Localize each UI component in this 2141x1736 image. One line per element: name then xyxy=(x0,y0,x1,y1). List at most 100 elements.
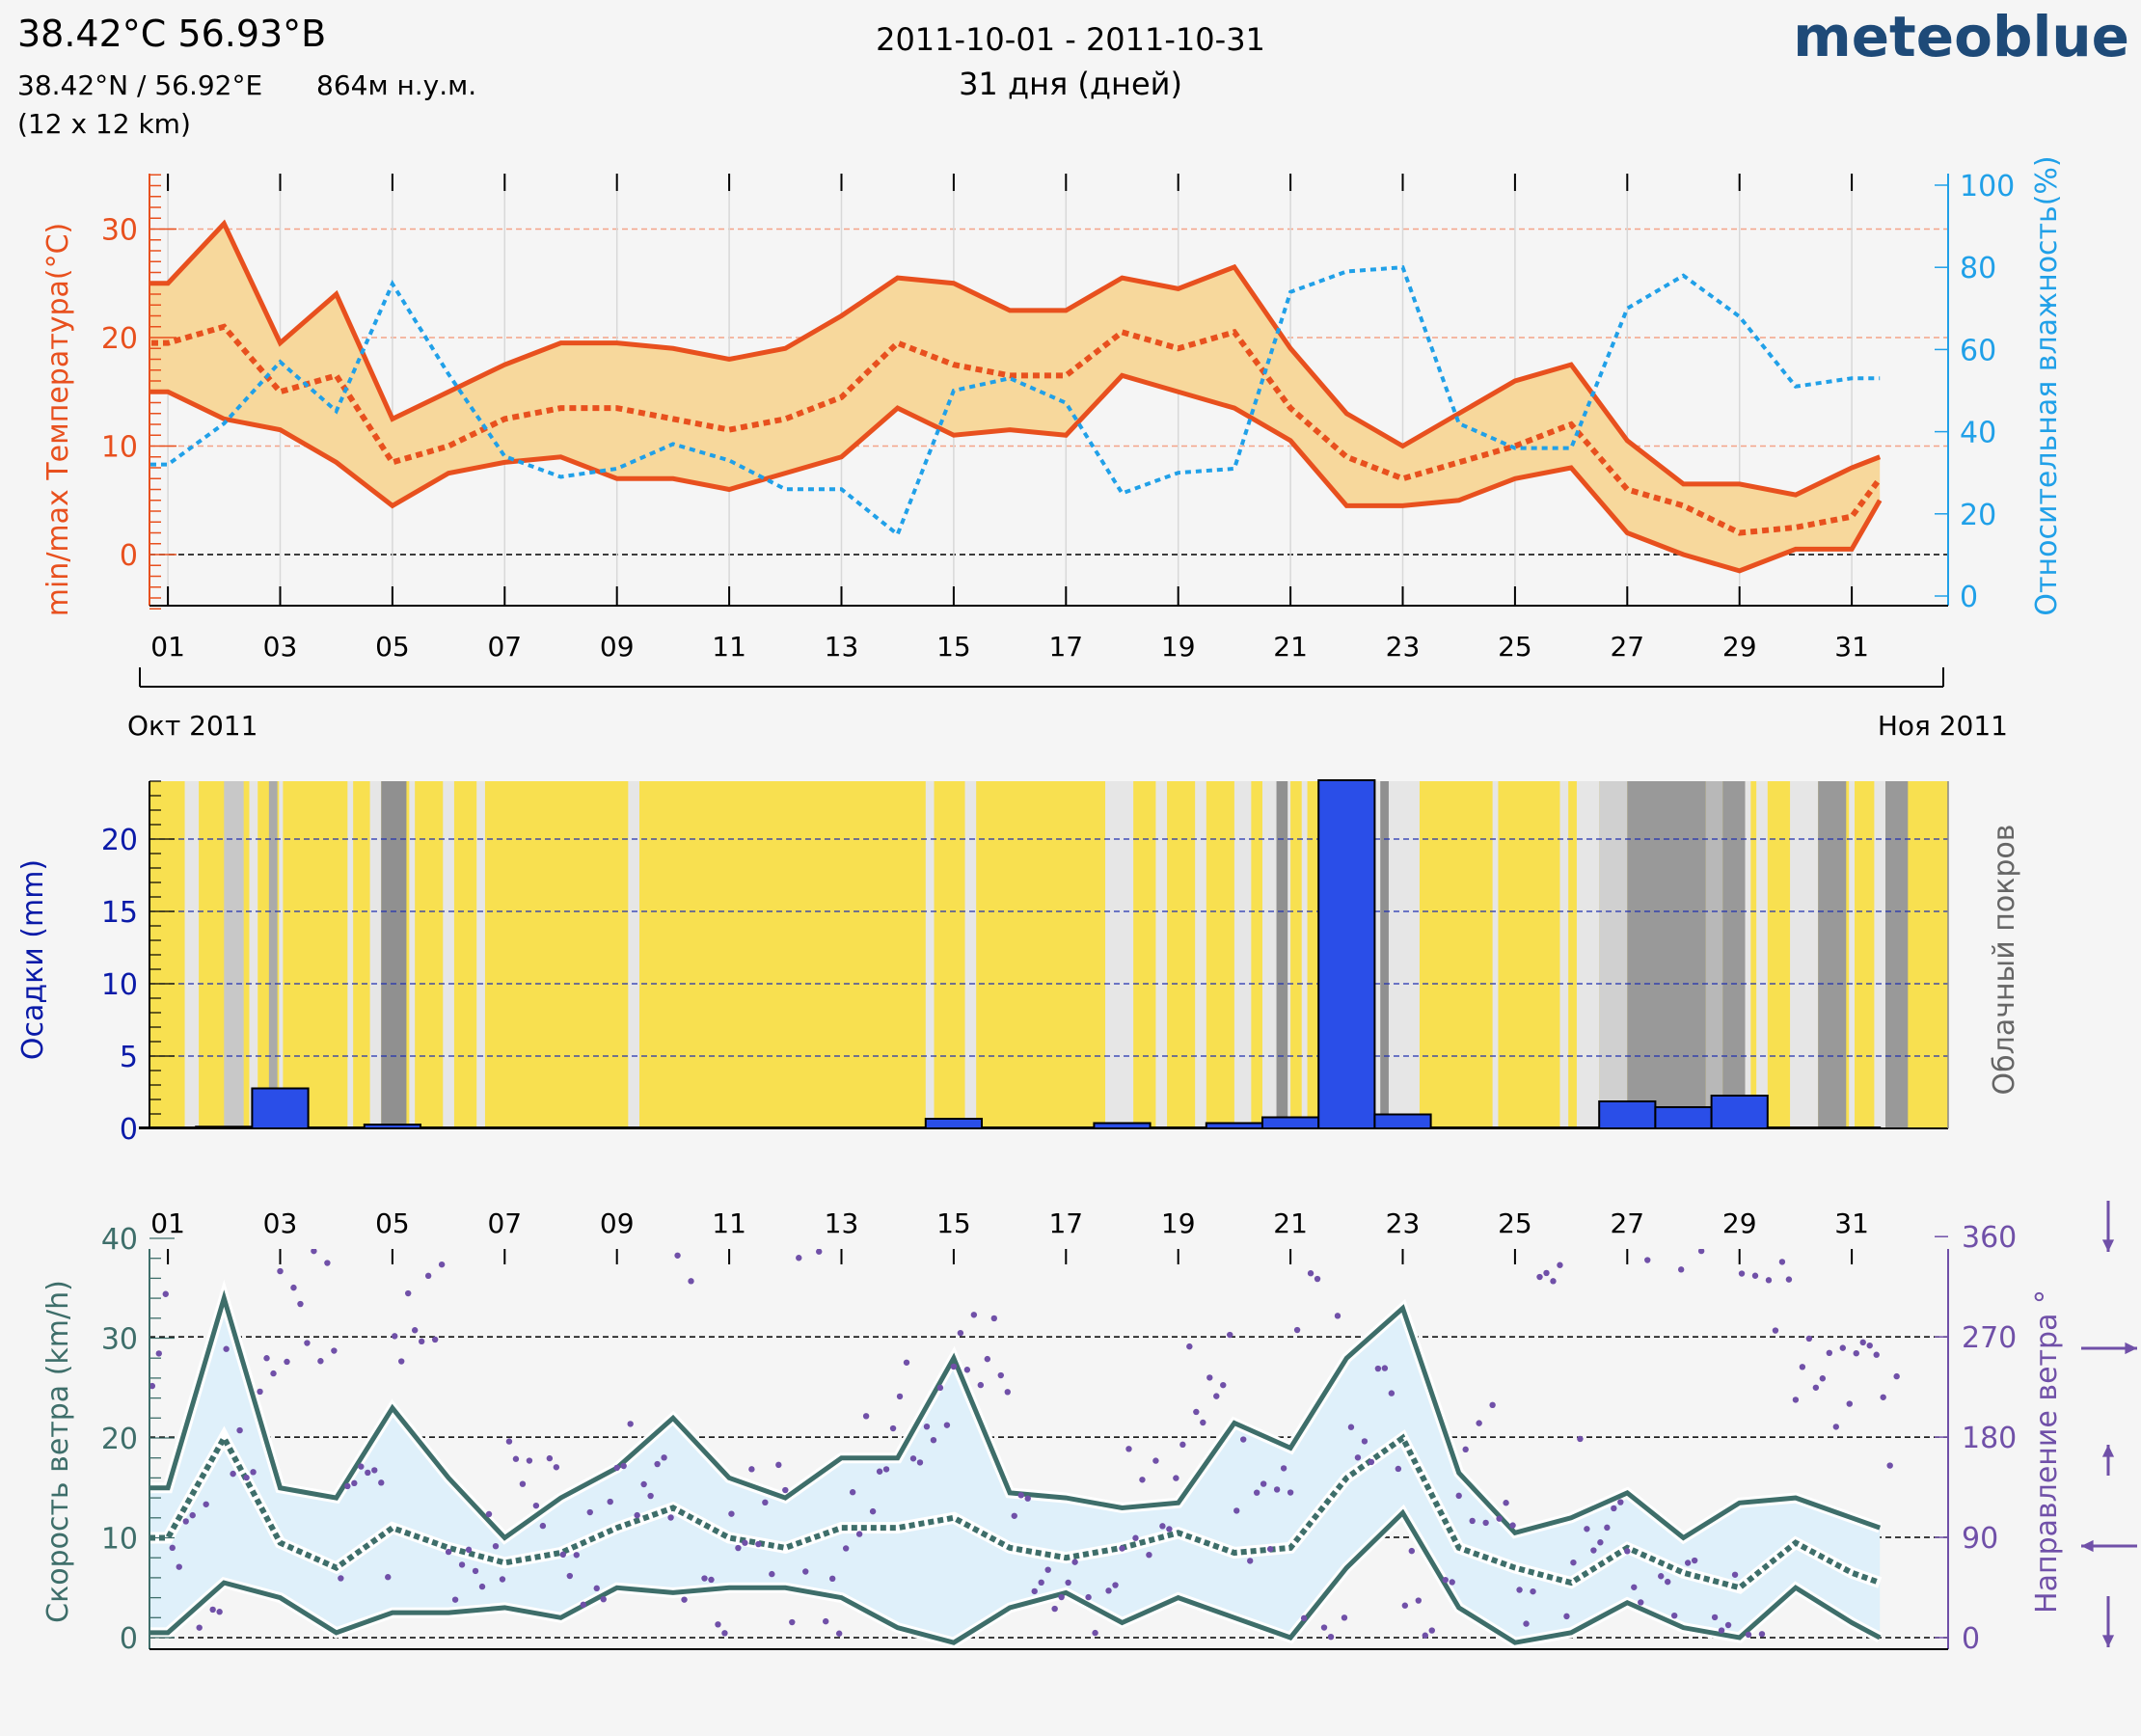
wind-direction-point xyxy=(1482,1519,1489,1527)
wind-direction-point xyxy=(769,1570,775,1578)
wind-direction-point xyxy=(1516,1587,1523,1593)
wind-direction-point xyxy=(1469,1517,1476,1525)
precipitation-bar xyxy=(251,1087,310,1129)
wind-direction-point xyxy=(398,1358,405,1365)
cloud-cover-band xyxy=(1745,781,1751,1128)
wind-direction-point xyxy=(1731,1571,1739,1578)
temperature-tick-label: 30 xyxy=(101,214,138,248)
wind-direction-point xyxy=(317,1358,324,1365)
grid-resolution: (12 x 12 km) xyxy=(17,108,191,140)
max-temperature-line xyxy=(149,219,1882,498)
wind-direction-point xyxy=(782,1486,789,1494)
cloud-cover-band xyxy=(369,781,382,1128)
cloud-cover-band xyxy=(443,781,454,1128)
wind-direction-point xyxy=(1381,1365,1389,1371)
wind-direction-point xyxy=(775,1461,782,1469)
cloud-cover-band xyxy=(1195,781,1206,1128)
wind-direction-point xyxy=(143,1343,149,1349)
day-tick-label: 09 xyxy=(600,1207,635,1239)
day-tick-label: 27 xyxy=(1610,631,1644,663)
temperature-tick-label: 20 xyxy=(101,322,138,356)
meteoblue-logo: meteoblue xyxy=(1793,4,2129,69)
wind-direction-point xyxy=(1631,1584,1638,1590)
wind-direction-point xyxy=(1200,1419,1206,1426)
wind-direction-point xyxy=(1024,1495,1031,1502)
wind-direction-point xyxy=(742,1539,748,1546)
coordinates: 38.42°N / 56.92°E xyxy=(17,69,262,101)
humidity-axis-label: Относительная влажность(%) xyxy=(2030,155,2064,615)
cloud-cover-band xyxy=(1818,781,1847,1128)
wind-direction-point xyxy=(1557,1261,1563,1268)
wind-direction-point xyxy=(896,1393,904,1400)
wind-direction-point xyxy=(930,1436,937,1444)
wind-direction-point xyxy=(263,1355,270,1362)
wind-direction-point xyxy=(424,1272,432,1280)
wind-direction-point xyxy=(950,1363,958,1370)
wind-direction-point xyxy=(701,1575,708,1582)
wind-direction-point xyxy=(1361,1438,1369,1445)
day-tick-label: 17 xyxy=(1048,1207,1083,1239)
wind-direction-point xyxy=(1273,1486,1281,1493)
wind-direction-point xyxy=(1778,1259,1786,1265)
wind-direction-point xyxy=(277,1267,284,1275)
wind-direction-point xyxy=(1665,1578,1671,1586)
wind-direction-point xyxy=(1812,1384,1820,1391)
wind-direction-point xyxy=(1436,1234,1442,1240)
wind-direction-point xyxy=(209,1606,216,1614)
day-tick-label: 25 xyxy=(1498,631,1532,663)
wind-direction-point xyxy=(970,1312,978,1318)
wind-direction-point xyxy=(1711,1614,1719,1621)
precipitation-tick-label: 10 xyxy=(101,968,138,1002)
mean-wind-line xyxy=(149,1431,1882,1591)
wind-direction-point xyxy=(721,1630,728,1637)
wind-direction-point xyxy=(1724,1621,1732,1629)
wind-direction-point xyxy=(923,1423,931,1430)
wind-direction-point xyxy=(634,1511,640,1519)
wind-direction-point xyxy=(1253,1489,1260,1496)
cloud-cover-band xyxy=(1492,781,1499,1128)
precipitation-bar xyxy=(1598,1100,1657,1129)
wind-direction-point xyxy=(977,1381,985,1389)
wind-direction-point xyxy=(1584,1526,1590,1533)
wind-direction-point xyxy=(728,1510,735,1517)
wind-direction-point xyxy=(1738,1270,1746,1277)
wind-direction-point xyxy=(297,1300,304,1308)
day-tick-label: 23 xyxy=(1386,631,1421,663)
wind-direction-point xyxy=(290,1284,297,1291)
cloud-cover-band xyxy=(268,781,278,1128)
precipitation-tick-label: 0 xyxy=(120,1113,138,1147)
wind-speed-tick-label: 40 xyxy=(101,1223,138,1257)
wind-direction-point xyxy=(661,1454,667,1461)
wind-direction-point xyxy=(1085,1593,1092,1601)
day-tick-label: 13 xyxy=(825,631,859,663)
cloud-cover-band xyxy=(381,781,407,1128)
wind-direction-point xyxy=(1139,1477,1146,1483)
wind-direction-point xyxy=(1011,1512,1017,1519)
wind-direction-point xyxy=(1092,1629,1098,1637)
wind-direction-point xyxy=(640,1480,647,1488)
wind-direction-point xyxy=(1038,1579,1044,1587)
wind-direction-tick-label: 360 xyxy=(1962,1221,2017,1255)
wind-direction-point xyxy=(903,1359,910,1366)
cloud-cover-axis-label: Облачный покров xyxy=(1988,825,2021,1096)
wind-direction-point xyxy=(627,1421,634,1427)
wind-direction-point xyxy=(1597,1539,1604,1546)
wind-direction-point xyxy=(916,1459,924,1466)
wind-direction-point xyxy=(505,1438,513,1445)
wind-direction-point xyxy=(1334,1313,1342,1319)
wind-direction-point xyxy=(1179,1441,1186,1449)
wind-direction-point xyxy=(842,1545,850,1552)
wind-direction-point xyxy=(1173,1475,1179,1481)
wind-direction-point xyxy=(344,1482,351,1490)
wind-direction-point xyxy=(694,1240,700,1246)
wind-direction-point xyxy=(1476,1420,1482,1426)
max-wind-line xyxy=(149,1289,1882,1541)
cloud-cover-band xyxy=(1105,781,1134,1128)
cloud-cover-band xyxy=(628,781,639,1128)
wind-direction-point xyxy=(284,1358,290,1366)
wind-direction-point xyxy=(1401,1602,1409,1609)
wind-direction-point xyxy=(997,1371,1004,1379)
wind-direction-point xyxy=(1684,1560,1692,1566)
day-tick-label: 21 xyxy=(1273,631,1308,663)
west-arrow-icon-head xyxy=(2081,1539,2094,1553)
